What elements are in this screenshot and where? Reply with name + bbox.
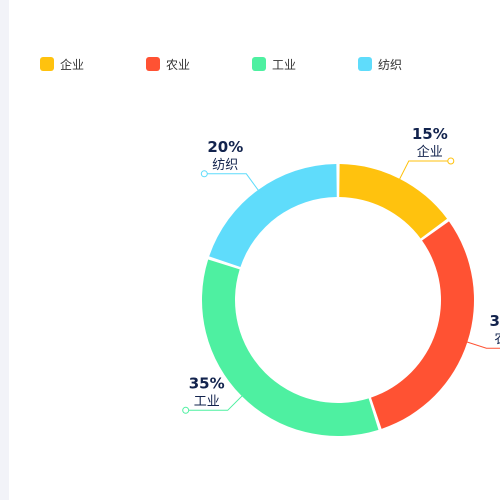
pct-label-qiye: 15% [412,125,448,143]
legend-swatch-qiye [40,57,54,71]
legend-swatch-gongye [252,57,266,71]
category-label-fangzhi: 纺织 [212,158,238,173]
slice-nongye[interactable] [371,221,475,429]
leader-dot-qiye [447,157,455,165]
category-label-nongye: 农业 [494,332,500,347]
category-label-gongye: 工业 [194,394,220,409]
left-panel-edge [0,0,9,500]
slice-qiye[interactable] [339,164,448,239]
legend-item-fangzhi[interactable]: 纺织 [358,55,402,73]
slice-labels: 15%企业 30% 农业 35% 工业 20% 纺织 [182,125,500,414]
category-label-qiye: 企业 [417,144,443,160]
legend-item-nongye[interactable]: 农业 [146,55,190,73]
leader-line-gongye [185,390,248,411]
leader-line-fangzhi [204,173,264,197]
slice-fangzhi[interactable] [209,164,337,267]
legend-label-qiye: 企业 [60,57,85,72]
pct-label-fangzhi: 20% [207,138,243,156]
leader-dot-gongye [182,406,190,414]
legend-label-gongye: 工业 [272,57,297,72]
pct-label-nongye: 30% [489,312,500,330]
legend-swatch-nongye [146,57,160,71]
pct-label-gongye: 35% [189,374,225,392]
leader-dot-fangzhi [200,170,208,178]
legend-label-fangzhi: 纺织 [378,57,403,72]
leader-line-qiye [395,160,451,187]
chart-legend: 企业 农业 工业 纺织 [40,55,460,73]
legend-label-nongye: 农业 [166,57,191,72]
legend-item-qiye[interactable]: 企业 [40,55,84,73]
legend-item-gongye[interactable]: 工业 [252,55,296,73]
leader-line-nongye [459,339,500,349]
legend-swatch-fangzhi [358,57,372,71]
